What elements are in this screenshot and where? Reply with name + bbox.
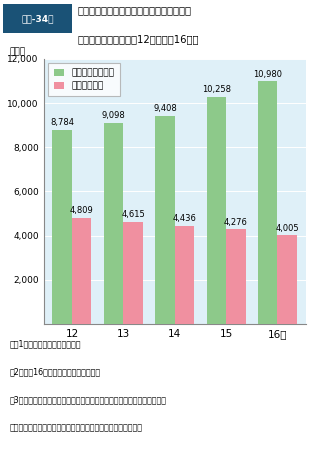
- Text: 4,005: 4,005: [275, 224, 299, 232]
- Bar: [175, 226, 194, 324]
- Bar: [258, 82, 277, 324]
- FancyBboxPatch shape: [3, 4, 72, 34]
- Bar: [123, 222, 143, 324]
- Text: 3　受理件数は，地方裁判所及び簡易裁判所の新受件数の合計であり，: 3 受理件数は，地方裁判所及び簡易裁判所の新受件数の合計であり，: [9, 395, 166, 405]
- Text: 10,980: 10,980: [253, 70, 282, 78]
- Text: 4,276: 4,276: [224, 217, 248, 226]
- Text: 9,408: 9,408: [153, 104, 177, 113]
- Text: 4,615: 4,615: [121, 210, 145, 219]
- Text: 交通通常訴訟事件においては少額訴訟事件は含まない。: 交通通常訴訟事件においては少額訴訟事件は含まない。: [9, 424, 142, 433]
- Text: 件数の累年比較（平成12年～平成16年）: 件数の累年比較（平成12年～平成16年）: [78, 34, 199, 45]
- Text: 4,436: 4,436: [173, 214, 197, 223]
- Text: 10,258: 10,258: [202, 86, 231, 95]
- Bar: [72, 218, 91, 324]
- Text: 2　平成16年の数値は速報値である。: 2 平成16年の数値は速報値である。: [9, 367, 100, 376]
- Text: 4,809: 4,809: [70, 206, 94, 215]
- Bar: [226, 230, 246, 324]
- Bar: [277, 236, 297, 324]
- Bar: [104, 123, 123, 324]
- Bar: [155, 116, 175, 324]
- Text: 交通通常訴訟事件及び交通調停事件の新受: 交通通常訴訟事件及び交通調停事件の新受: [78, 5, 192, 15]
- Text: （件）: （件）: [10, 47, 26, 56]
- Legend: 交通通常訴訟事件, 交通調停事件: 交通通常訴訟事件, 交通調停事件: [48, 63, 120, 96]
- Bar: [207, 97, 226, 324]
- Text: 注、1　最高裁判所資料による。: 注、1 最高裁判所資料による。: [9, 339, 81, 348]
- Text: 9,098: 9,098: [102, 111, 125, 120]
- Text: 8,784: 8,784: [50, 118, 74, 127]
- Text: 第１-34図: 第１-34図: [21, 14, 54, 23]
- Bar: [52, 130, 72, 324]
